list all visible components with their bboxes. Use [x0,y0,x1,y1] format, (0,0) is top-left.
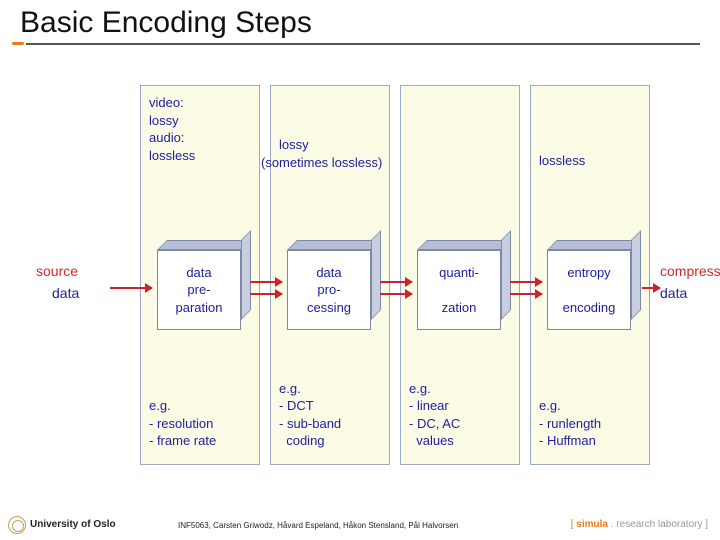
line: audio: [149,129,251,147]
col-bot-1: e.g. - DCT - sub-band coding [279,380,381,450]
line: paration [176,299,223,317]
line: zation [439,299,479,317]
arrow-out [642,287,660,289]
box-top-face [547,240,641,250]
box-processing: data pro- cessing [287,250,371,330]
box-entropy: entropy encoding [547,250,631,330]
box-side-face [241,230,251,320]
label-compressed: compresse [660,263,720,279]
arrow-2-3-up [380,281,412,283]
data-label-left: data [52,285,79,301]
box-front-face: entropy encoding [547,250,631,330]
line: e.g. [409,380,511,398]
arrow-3-4-up [510,281,542,283]
line: pro- [307,281,351,299]
box-front-face: data pro- cessing [287,250,371,330]
footer-left: University of Oslo [30,519,116,530]
box-front-face: data pre- paration [157,250,241,330]
line: - frame rate [149,432,251,450]
data-label-right: data [660,285,687,301]
line: data [307,264,351,282]
box-label-3: entropy encoding [563,264,616,317]
line: cessing [307,299,351,317]
line: e.g. [279,380,381,398]
line: coding [279,432,381,450]
box-quantization: quanti- zation [417,250,501,330]
box-top-face [417,240,511,250]
column-preparation: video: lossy audio: lossless data pre- p… [140,85,260,465]
box-side-face [631,230,641,320]
compressed-label: compresse [660,263,720,279]
line: lossy [279,136,381,154]
brand-simula: simula [576,519,608,530]
line: lossless [149,147,251,165]
line: - DC, AC [409,415,511,433]
line: - runlength [539,415,641,433]
source-label: source [36,263,78,279]
line: entropy [563,264,616,282]
slide-footer: University of Oslo INF5063, Carsten Griw… [0,510,720,536]
box-preparation: data pre- paration [157,250,241,330]
box-label-1: data pro- cessing [307,264,351,317]
label-source: source [36,263,78,279]
slide-title: Basic Encoding Steps [20,6,312,40]
label-data-right: data [660,285,687,301]
arrow-in [110,287,152,289]
column-entropy: lossless entropy encoding e.g. - runleng… [530,85,650,465]
arrow-3-4 [510,293,542,295]
col-top-1: lossy (sometimes lossless) [279,136,381,171]
title-accent [12,42,24,45]
arrow-2-3 [380,293,412,295]
line: video: [149,94,251,112]
line: e.g. [539,397,641,415]
line [439,281,479,299]
col-bot-0: e.g. - resolution - frame rate [149,397,251,450]
box-side-face [501,230,511,320]
box-label-2: quanti- zation [439,264,479,317]
box-side-face [371,230,381,320]
box-front-face: quanti- zation [417,250,501,330]
line: data [176,264,223,282]
col-top-3: lossless [539,152,641,170]
column-processing: lossy (sometimes lossless) data pro- ces… [270,85,390,465]
encoding-diagram: source data compresse data video: lossy … [100,85,640,465]
title-underline [26,43,700,45]
university-seal-icon [8,516,26,534]
line: quanti- [439,264,479,282]
box-top-face [287,240,381,250]
footer-right: [ simula . research laboratory ] [571,519,708,530]
line: - linear [409,397,511,415]
box-top-face [157,240,251,250]
box-label-0: data pre- paration [176,264,223,317]
line: encoding [563,299,616,317]
line: lossless [539,152,641,170]
arrow-1-2 [250,293,282,295]
line: - Huffman [539,432,641,450]
line: e.g. [149,397,251,415]
col-bot-3: e.g. - runlength - Huffman [539,397,641,450]
col-top-0: video: lossy audio: lossless [149,94,251,164]
label-data-left: data [52,285,79,301]
line: - resolution [149,415,251,433]
line: (sometimes lossless) [261,154,381,172]
arrow-1-2-up [250,281,282,283]
column-quantization: quanti- zation e.g. - linear - DC, AC va… [400,85,520,465]
line: values [409,432,511,450]
col-bot-2: e.g. - linear - DC, AC values [409,380,511,450]
footer-right-rest: . research laboratory ] [608,519,708,530]
line: - DCT [279,397,381,415]
footer-mid: INF5063, Carsten Griwodz, Håvard Espelan… [178,521,458,530]
line [563,281,616,299]
line: pre- [176,281,223,299]
line: - sub-band [279,415,381,433]
line: lossy [149,112,251,130]
